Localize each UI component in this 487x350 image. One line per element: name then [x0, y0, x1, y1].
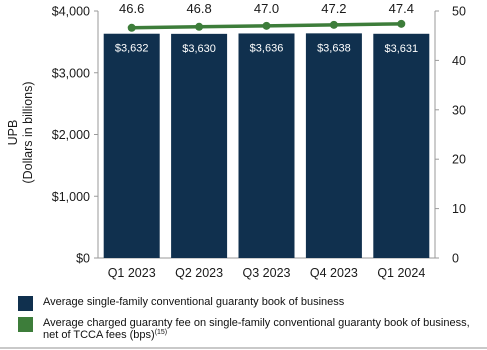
legend-swatch-bar: [18, 296, 33, 311]
bar-value-label: $3,631: [384, 43, 418, 55]
legend-label-gfee: Average charged guaranty fee on single-f…: [43, 317, 478, 341]
bar: [171, 33, 228, 258]
y-left-tick-label: $2,000: [52, 128, 90, 142]
line-point: [397, 19, 406, 28]
x-tick-label: Q1 2024: [377, 266, 425, 280]
chart: $0 $1,000 $2,000 $3,000 $4,000 0 10 20 30 40 50 UPB…: [6, 1, 466, 280]
x-tick-label: Q3 2023: [243, 266, 291, 280]
legend-label-gfee-text: Average charged guaranty fee on single-f…: [43, 317, 470, 341]
legend-item-gfee: Average charged guaranty fee on single-f…: [18, 317, 478, 341]
bar: [238, 33, 295, 258]
line-value-label: 46.6: [119, 1, 144, 16]
bar: [103, 33, 160, 258]
y-right-tick-label: 20: [452, 153, 466, 167]
bar-value-label: $3,632: [115, 43, 149, 55]
bar-value-label: $3,630: [182, 43, 216, 55]
line-point: [262, 21, 271, 30]
legend-item-upb: Average single-family conventional guara…: [18, 296, 344, 311]
line-value-label: 47.4: [389, 1, 414, 16]
y-right-tick-label: 10: [452, 202, 466, 216]
y-left-tick-label: $3,000: [52, 66, 90, 80]
line-point: [127, 23, 136, 32]
bar: [305, 33, 362, 258]
bottom-divider: [0, 347, 487, 349]
line-value-label: 47.2: [321, 1, 346, 16]
legend-swatch-line: [18, 317, 33, 332]
line-point: [195, 22, 204, 31]
x-tick-label: Q4 2023: [310, 266, 358, 280]
y-left-tick-label: $0: [76, 252, 90, 266]
y-left-tick-label: $1,000: [52, 190, 90, 204]
legend-footnote-ref: (15): [154, 329, 168, 336]
bar-value-label: $3,636: [250, 42, 284, 54]
y-right-tick-label: 30: [452, 103, 466, 117]
line-value-label: 47.0: [254, 1, 279, 16]
line-value-label: 46.8: [186, 1, 211, 16]
y-right-tick-label: 40: [452, 54, 466, 68]
legend-label-upb: Average single-family conventional guara…: [43, 296, 345, 308]
y-right-tick-label: 50: [452, 5, 466, 19]
bar-value-label: $3,638: [317, 42, 351, 54]
x-tick-label: Q2 2023: [175, 266, 223, 280]
y-axis-subtitle: (Dollars in billions): [21, 81, 35, 183]
bar: [373, 33, 430, 258]
y-left-tick-label: $4,000: [52, 5, 90, 19]
y-right-tick-label: 0: [452, 252, 459, 266]
x-tick-label: Q1 2023: [108, 266, 156, 280]
y-axis-title: UPB: [6, 120, 20, 146]
line-point: [329, 20, 338, 29]
